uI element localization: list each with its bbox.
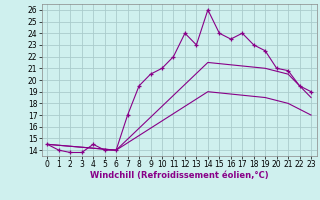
X-axis label: Windchill (Refroidissement éolien,°C): Windchill (Refroidissement éolien,°C) <box>90 171 268 180</box>
